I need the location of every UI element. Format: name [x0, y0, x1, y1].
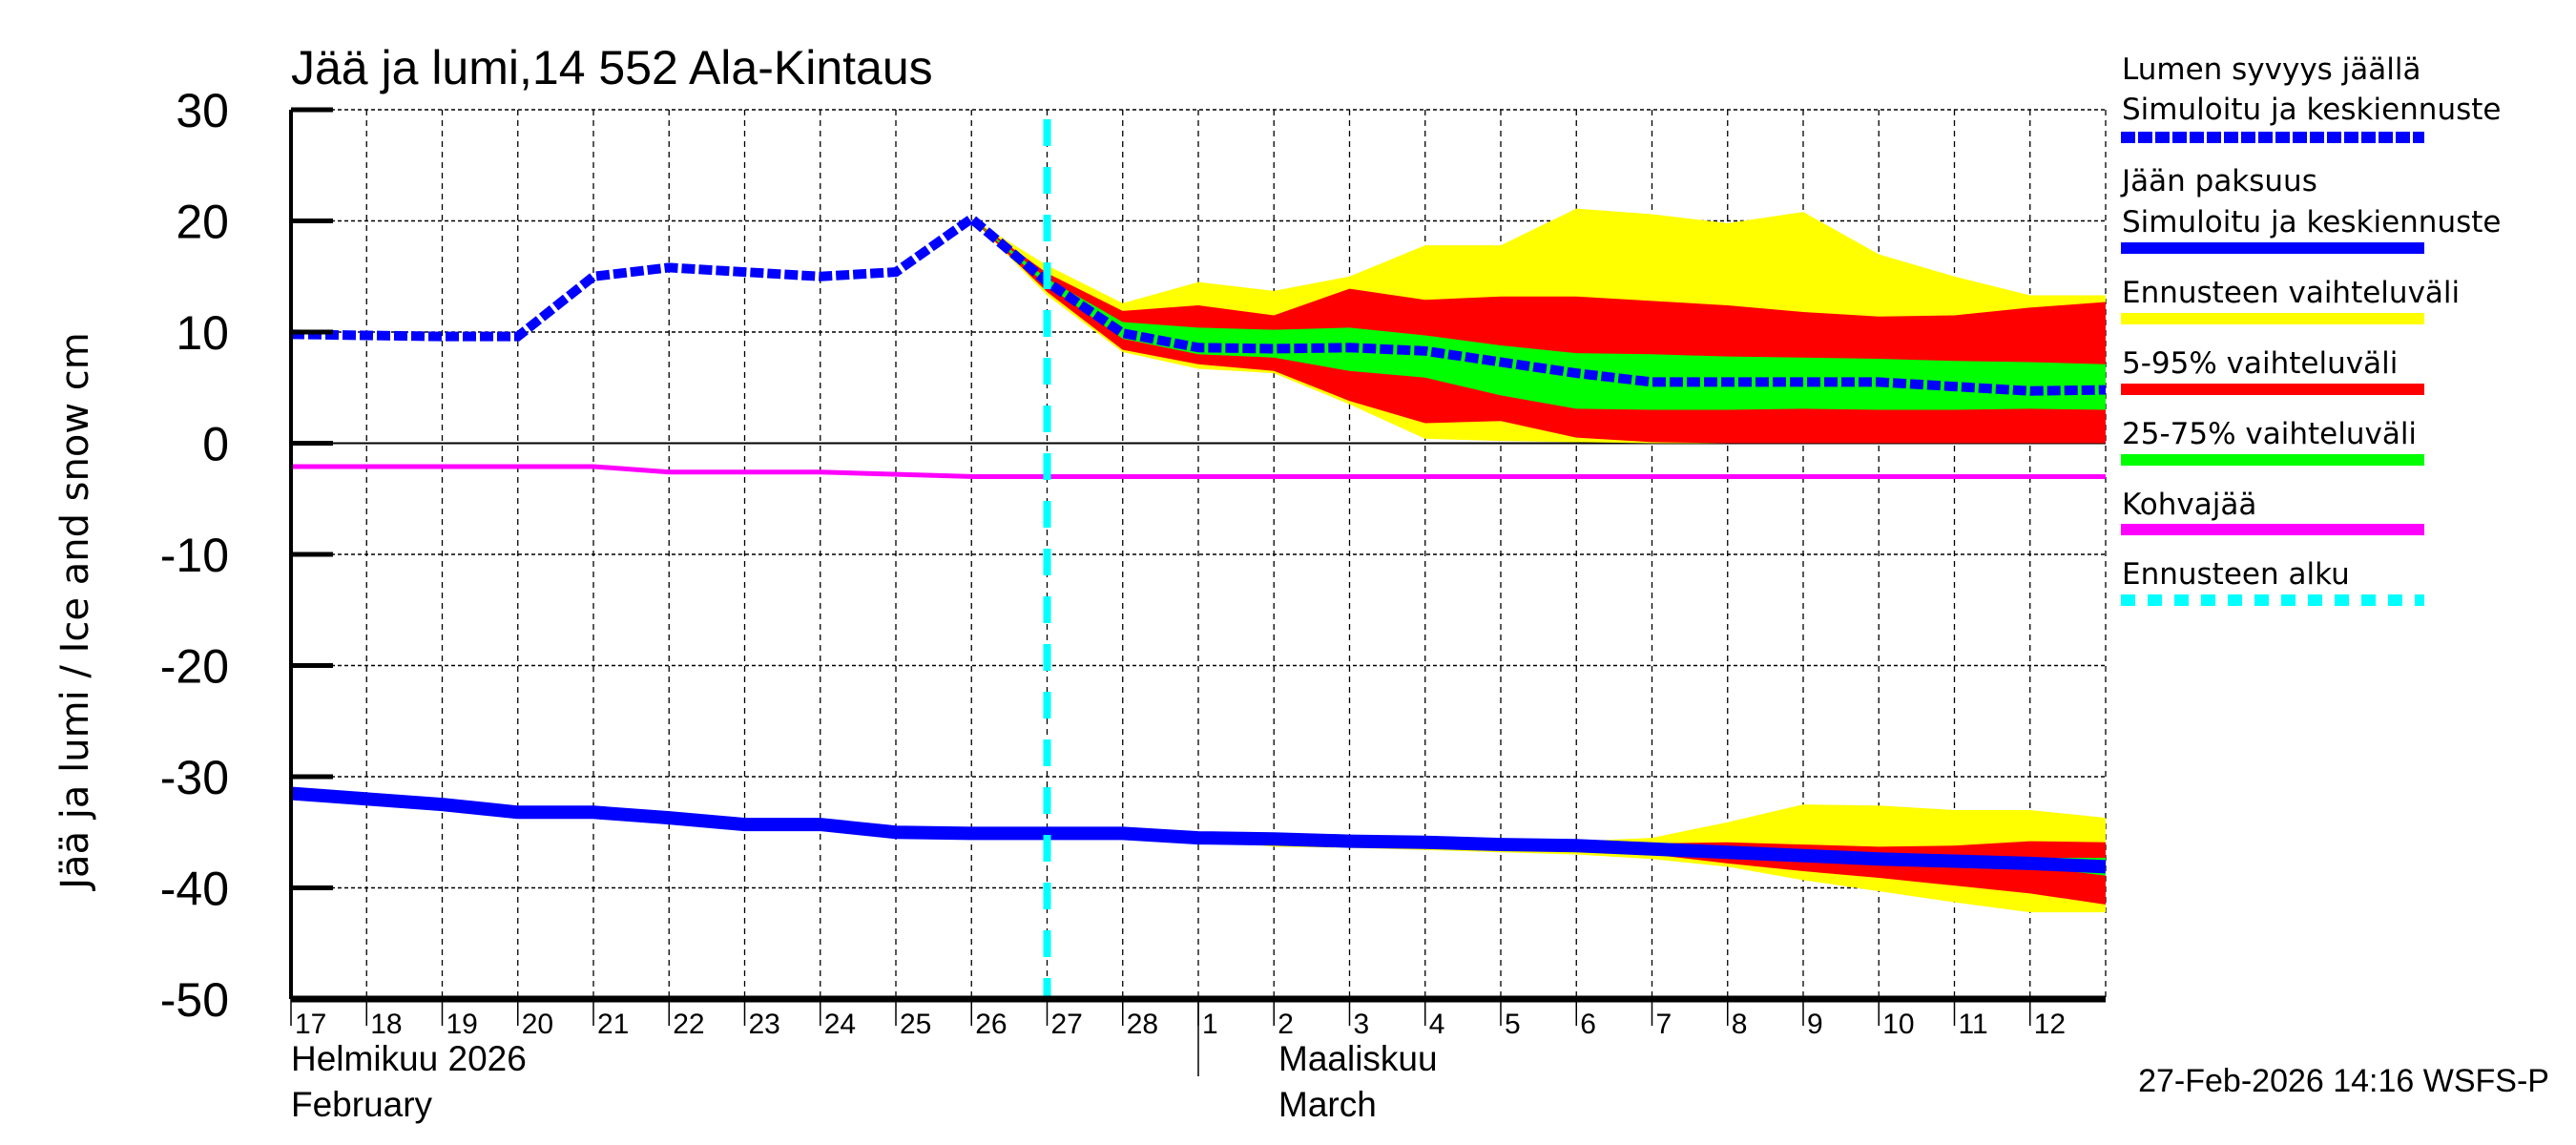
snow-25-75-band: [971, 219, 2106, 410]
x-tick-label: 28: [1127, 1009, 1158, 1040]
legend-sublabel: Simuloitu ja keskiennuste: [2122, 205, 2501, 239]
x-tick-label: 19: [447, 1009, 478, 1040]
x-tick-label: 4: [1429, 1009, 1445, 1040]
y-tick-label: 30: [176, 84, 229, 137]
timestamp: 27-Feb-2026 14:16 WSFS-P: [2138, 1063, 2549, 1099]
y-tick-label: -40: [160, 863, 229, 916]
y-tick-label: -10: [160, 529, 229, 582]
snow-depth-line: [290, 212, 2107, 396]
y-tick-label: -20: [160, 640, 229, 694]
x-tick-label: 3: [1354, 1009, 1370, 1040]
month-label-feb-fi: Helmikuu 2026: [291, 1039, 527, 1078]
y-tick-label: 20: [176, 196, 229, 249]
x-tick-label: 5: [1505, 1009, 1521, 1040]
x-tick-label: 20: [522, 1009, 553, 1040]
x-tick-label: 23: [749, 1009, 780, 1040]
x-tick-label: 26: [975, 1009, 1007, 1040]
x-tick-label: 12: [2034, 1009, 2066, 1040]
x-tick-label: 8: [1732, 1009, 1748, 1040]
legend-label: Ennusteen alku: [2122, 557, 2350, 592]
chart-title: Jää ja lumi,14 552 Ala-Kintaus: [291, 41, 933, 94]
legend-sublabel: Simuloitu ja keskiennuste: [2122, 93, 2501, 127]
month-label-feb-en: February: [291, 1085, 433, 1124]
x-tick-label: 24: [824, 1009, 856, 1040]
y-tick-label: 10: [176, 306, 229, 360]
x-tick-label: 18: [370, 1009, 402, 1040]
x-tick-label: 6: [1580, 1009, 1596, 1040]
y-tick-label: 0: [202, 418, 229, 471]
x-tick-label: 27: [1051, 1009, 1083, 1040]
axes: 17 18 19 20 21 22 23 24 25 26 27 28 1 2 3 4 5 6 7 8 9 10 11 123…: [160, 84, 2106, 1076]
legend-label: Jään paksuus: [2120, 164, 2317, 198]
x-tick-label: 1: [1202, 1009, 1218, 1040]
y-axis-label: Jää ja lumi / Ice and snow cm: [53, 332, 97, 891]
x-tick-label: 2: [1278, 1009, 1294, 1040]
legend-label: Lumen syvyys jäällä: [2122, 52, 2421, 87]
x-tick-label: 9: [1807, 1009, 1823, 1040]
x-tick-label: 17: [295, 1009, 326, 1040]
legend-label: Ennusteen vaihteluväli: [2122, 276, 2460, 310]
legend: Lumen syvyys jäällä Simuloitu ja keskienn…: [2120, 52, 2501, 606]
x-tick-label: 21: [597, 1009, 629, 1040]
ice-5-95-band: [1122, 833, 2106, 905]
legend-label: 25-75% vaihteluväli: [2122, 417, 2417, 451]
legend-label: Kohvajää: [2122, 488, 2256, 522]
ice-forecast-range-band: [1122, 804, 2106, 913]
month-label-mar-fi: Maaliskuu: [1278, 1039, 1438, 1078]
series-lines: [290, 119, 2107, 999]
x-tick-label: 11: [1959, 1009, 1988, 1040]
slush-ice-line: [291, 464, 2106, 479]
forecast-bands: [971, 208, 2106, 913]
x-tick-label: 10: [1882, 1009, 1914, 1040]
legend-label: 5-95% vaihteluväli: [2122, 346, 2398, 381]
x-tick-label: 22: [673, 1009, 704, 1040]
ice-thickness-line: [290, 786, 2107, 874]
x-tick-label: 25: [900, 1009, 931, 1040]
y-tick-label: -50: [160, 973, 229, 1027]
month-label-mar-en: March: [1278, 1085, 1377, 1124]
y-tick-label: -30: [160, 751, 229, 804]
x-tick-label: 7: [1656, 1009, 1672, 1040]
